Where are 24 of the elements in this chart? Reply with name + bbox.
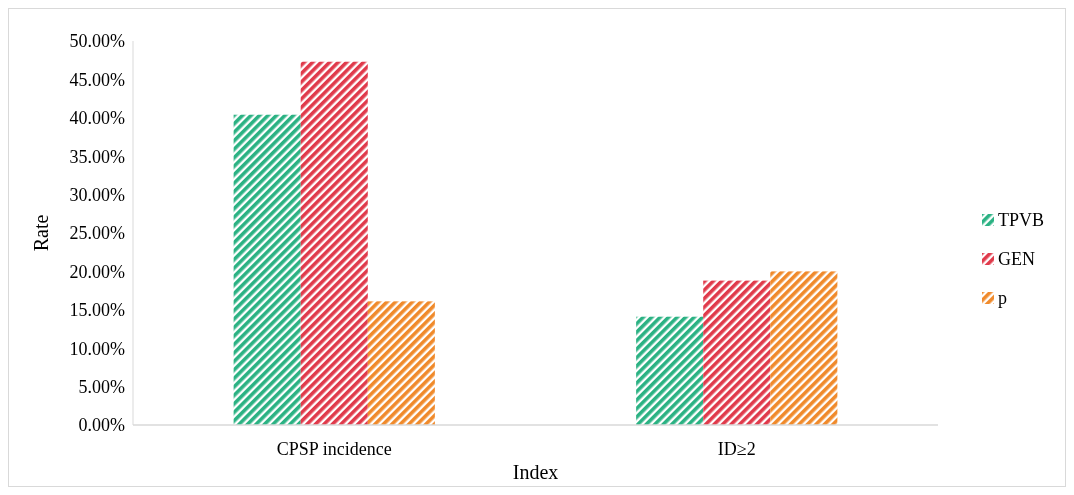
bar (233, 114, 301, 425)
y-tick-label: 45.00% (69, 69, 125, 90)
x-tick-label: ID≥2 (717, 439, 756, 459)
y-tick-label: 35.00% (69, 146, 125, 167)
y-tick-label: 10.00% (69, 338, 125, 359)
y-tick-label: 15.00% (69, 300, 125, 321)
y-axis-title: Rate (30, 214, 52, 252)
y-tick-label: 40.00% (69, 108, 125, 129)
legend-label: GEN (998, 249, 1035, 270)
legend-label: TPVB (998, 210, 1045, 231)
bar (770, 271, 838, 425)
x-axis-title: Index (512, 461, 559, 483)
bar (300, 61, 368, 425)
y-tick-label: 5.00% (78, 376, 125, 397)
bar (636, 316, 704, 425)
legend-label: p (998, 288, 1007, 309)
y-tick-label: 30.00% (69, 184, 125, 205)
y-tick-label: 25.00% (69, 223, 125, 244)
y-tick-label: 0.00% (78, 415, 125, 436)
bar (703, 280, 771, 425)
y-tick-label: 20.00% (69, 261, 125, 282)
x-tick-label: CPSP incidence (276, 439, 392, 459)
y-tick-label: 50.00% (69, 31, 125, 52)
bar (367, 301, 435, 425)
